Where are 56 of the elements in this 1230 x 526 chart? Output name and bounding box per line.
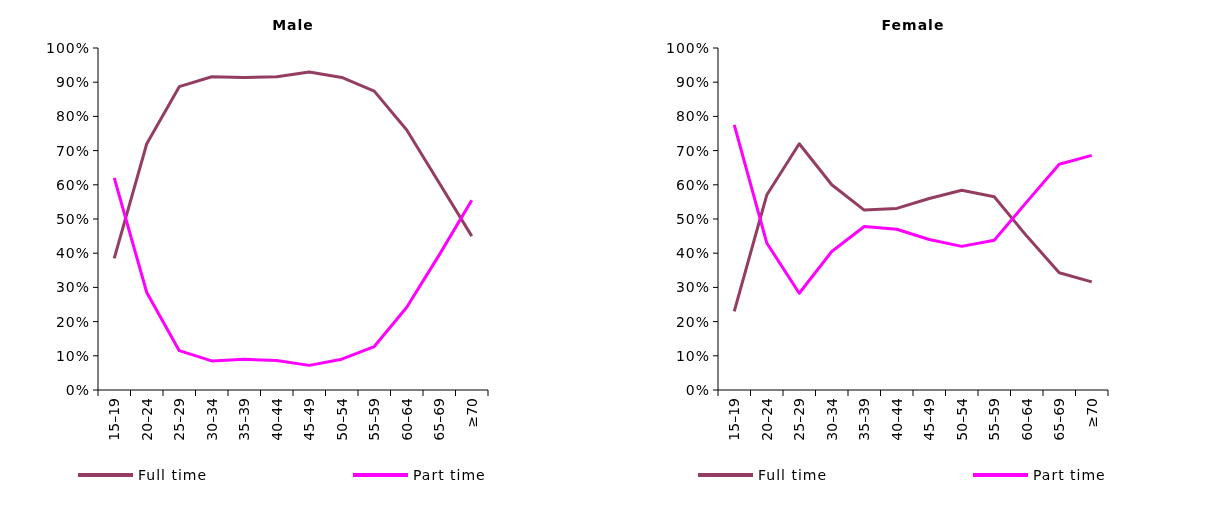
line-series [732,123,1094,295]
y-tick-label: 0% [65,381,90,398]
x-tick-label: 15–19 [726,398,743,441]
y-tick-label: 80% [55,108,90,125]
x-tick-label: 25–29 [791,398,808,441]
legend-label: Part time [1033,466,1106,483]
x-tick-label: 65–69 [1051,398,1068,441]
x-tick-label: 50–54 [953,397,970,441]
x-tick-label: 15–19 [106,398,123,441]
y-tick-label: 100% [45,39,90,56]
line-series [112,70,474,260]
x-tick-label: 40–44 [268,397,285,441]
y-tick-label: 80% [675,108,710,125]
legend-label: Full time [138,466,208,483]
x-tick-label: 30–34 [203,397,220,441]
y-tick-label: 0% [685,381,710,398]
x-tick-label: ≥70 [463,398,480,428]
x-tick-label: 25–29 [171,398,188,441]
y-tick-label: 40% [55,245,90,262]
x-tick-label: 45–49 [301,398,318,441]
y-tick-label: 60% [675,176,710,193]
x-tick-label: 35–39 [236,398,253,441]
y-tick-label: 70% [55,142,90,159]
legend-label: Part time [413,466,486,483]
y-tick-label: 100% [665,39,710,56]
y-tick-label: 50% [55,210,90,227]
x-tick-label: 40–44 [888,397,905,441]
y-tick-label: 60% [55,176,90,193]
x-tick-label: 35–39 [856,398,873,441]
legend-label: Full time [758,466,828,483]
x-tick-label: 55–59 [366,398,383,441]
y-tick-label: 40% [675,245,710,262]
x-tick-label: 60–64 [398,397,415,441]
x-tick-label: 65–69 [431,398,448,441]
line-series [112,176,474,367]
x-tick-label: 50–54 [333,397,350,441]
chart-title: Male [272,17,314,33]
y-tick-label: 70% [675,142,710,159]
chart-title: Female [881,17,945,33]
y-tick-label: 10% [675,347,710,364]
x-tick-label: 20–24 [138,397,155,441]
x-tick-label: 45–49 [921,398,938,441]
x-tick-label: 55–59 [986,398,1003,441]
y-tick-label: 30% [55,279,90,296]
y-tick-label: 10% [55,347,90,364]
x-tick-label: ≥70 [1083,398,1100,428]
y-tick-label: 20% [55,313,90,330]
y-tick-label: 50% [675,210,710,227]
x-tick-label: 60–64 [1018,397,1035,441]
line-series [732,142,1094,313]
y-tick-label: 20% [675,313,710,330]
x-tick-label: 30–34 [823,397,840,441]
y-tick-label: 30% [675,279,710,296]
y-tick-label: 90% [675,74,710,91]
x-tick-label: 20–24 [758,397,775,441]
y-tick-label: 90% [55,74,90,91]
